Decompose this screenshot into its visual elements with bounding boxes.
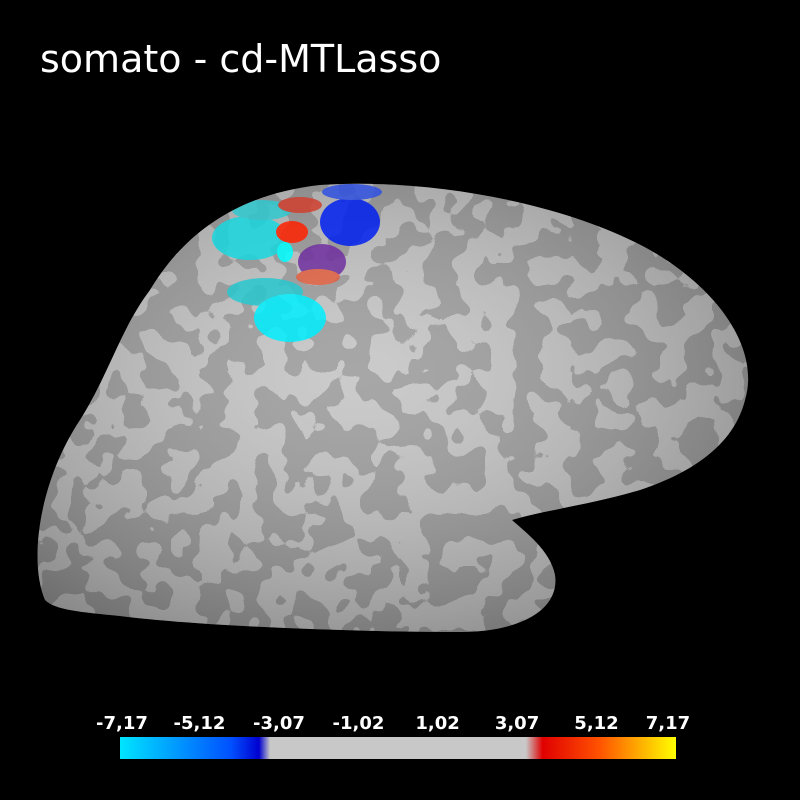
surface-shading: [37, 183, 749, 632]
colorbar-tick-label: 3,07: [495, 713, 539, 734]
colorbar-tick-label: 7,17: [646, 713, 690, 734]
colorbar-tick-label: -1,02: [333, 713, 385, 734]
colorbar-tick-label: 1,02: [415, 713, 459, 734]
colorbar-tick-label: -5,12: [174, 713, 226, 734]
colorbar-tick-label: -7,17: [96, 713, 148, 734]
colorbar-ticks: -7,17 -5,12 -3,07 -1,02 1,02 3,07 5,12 7,17: [96, 713, 690, 734]
colorbar: [120, 737, 676, 759]
activation-patches: [212, 184, 382, 342]
colorbar-tick-label: 5,12: [574, 713, 618, 734]
colorbar-tick-label: -3,07: [253, 713, 305, 734]
title: somato - cd-MTLasso: [40, 37, 441, 81]
brain-surface: [37, 183, 749, 632]
